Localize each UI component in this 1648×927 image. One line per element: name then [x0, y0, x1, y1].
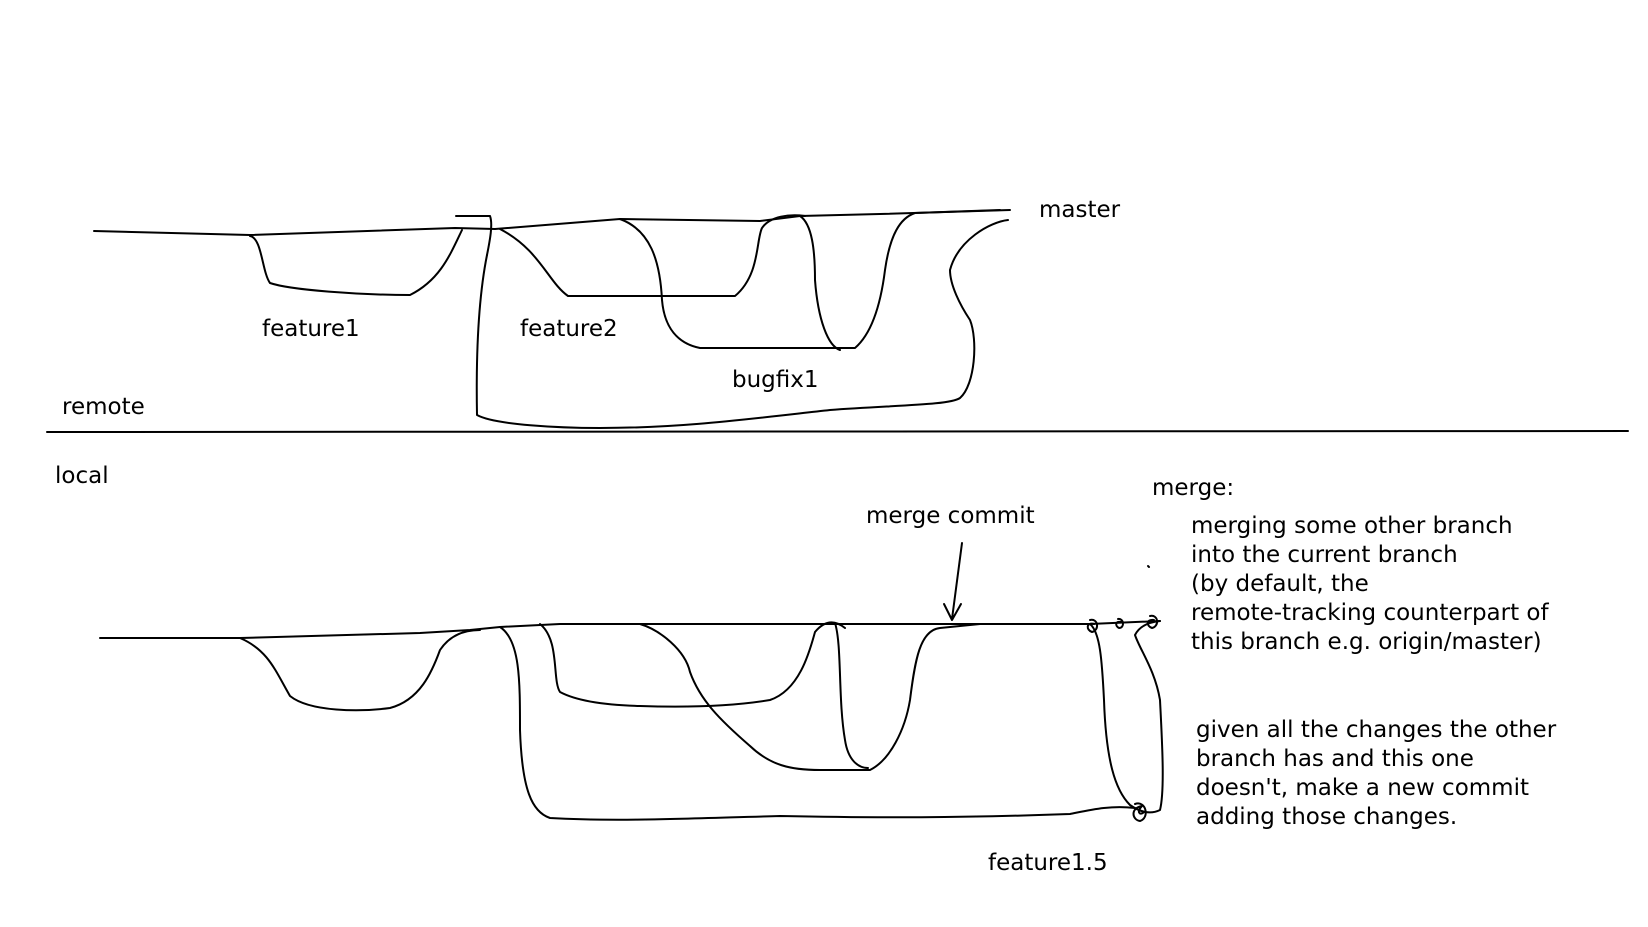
feature2-label: feature2 [520, 316, 618, 342]
remote-master-line [93, 209, 1011, 236]
description-line: given all the changes the other [1196, 717, 1557, 743]
description-line: this branch e.g. origin/master) [1191, 629, 1542, 655]
remote-section-label: remote [62, 394, 145, 420]
description-line: into the current branch [1191, 542, 1458, 568]
remote-feature1-branch [249, 229, 463, 296]
description-line: adding those changes. [1196, 804, 1458, 830]
description-line: doesn't, make a new commit [1196, 775, 1529, 801]
local-commit-dot [1115, 617, 1124, 629]
local-bugfix1-branch [639, 623, 981, 771]
merge-description-2: given all the changes the other branch h… [1196, 716, 1556, 832]
description-line: remote-tracking counterpart of [1191, 600, 1549, 626]
local-feature2-branch [539, 621, 846, 708]
stray-dot [1147, 565, 1150, 568]
local-feature1-branch [239, 629, 481, 712]
description-line: merging some other branch [1191, 513, 1513, 539]
local-bugfix1-inner [834, 622, 869, 769]
remote-feature2-branch [499, 214, 806, 297]
local-merge-connector [1089, 620, 1164, 814]
description-line: branch has and this one [1196, 746, 1474, 772]
remote-bugfix1-branch [619, 209, 1001, 349]
merge-commit-label: merge commit [866, 503, 1035, 529]
local-section-label: local [55, 463, 109, 489]
local-commit-dot [1132, 802, 1147, 822]
local-master-line [99, 620, 1161, 639]
merge-heading: merge: [1152, 475, 1235, 501]
feature1-5-label: feature1.5 [988, 850, 1108, 876]
master-label: master [1039, 197, 1121, 223]
merge-commit-arrow [943, 542, 963, 621]
description-line: (by default, the [1191, 571, 1369, 597]
feature1-label: feature1 [262, 316, 360, 342]
remote-bugfix1-inner [799, 215, 841, 351]
bugfix1-label: bugfix1 [732, 367, 819, 393]
remote-hook-mark [455, 215, 493, 256]
remote-local-divider [46, 430, 1629, 433]
local-commit-dot [1086, 618, 1098, 633]
local-commit-dot [1146, 614, 1158, 629]
local-feature15-loop [499, 626, 1136, 821]
merge-description-1: merging some other branch into the curre… [1191, 512, 1549, 657]
remote-feature15-loop [475, 219, 1009, 429]
